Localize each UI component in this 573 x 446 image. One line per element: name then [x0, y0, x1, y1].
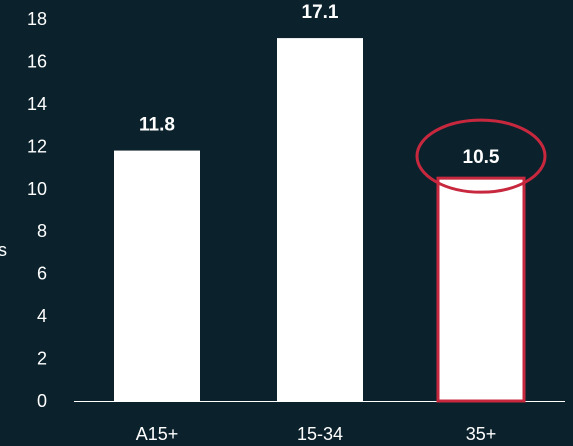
category-labels-group: A15+ 15-34 35+ — [136, 424, 497, 444]
y-tick-label: 8 — [37, 221, 47, 241]
bar-15-34 — [277, 38, 363, 401]
y-axis-label: s — [0, 240, 7, 260]
data-label-35+: 10.5 — [463, 147, 500, 168]
y-tick-label: 10 — [27, 179, 47, 199]
data-labels-group: 11.8 17.1 10.5 — [139, 2, 500, 168]
bars-group — [114, 38, 526, 403]
y-axis-ticks: 0 2 4 6 8 10 12 14 16 18 — [27, 9, 47, 411]
y-tick-label: 14 — [27, 94, 47, 114]
data-label-A15+: 11.8 — [139, 115, 175, 136]
bar-35+ — [436, 176, 526, 403]
highlight-group — [415, 118, 547, 194]
category-label-A15+: A15+ — [136, 424, 179, 444]
category-label-15-34: 15-34 — [297, 424, 343, 444]
y-tick-label: 12 — [27, 136, 47, 156]
y-tick-label: 4 — [37, 306, 47, 326]
bar-A15+ — [114, 150, 200, 401]
y-tick-label: 18 — [27, 9, 47, 29]
data-label-15-34: 17.1 — [302, 2, 339, 23]
category-label-35+: 35+ — [466, 424, 497, 444]
y-tick-label: 6 — [37, 264, 47, 284]
y-tick-label: 16 — [27, 51, 47, 71]
highlight-circle — [415, 118, 547, 194]
y-tick-label: 2 — [37, 349, 47, 369]
y-tick-label: 0 — [37, 391, 47, 411]
